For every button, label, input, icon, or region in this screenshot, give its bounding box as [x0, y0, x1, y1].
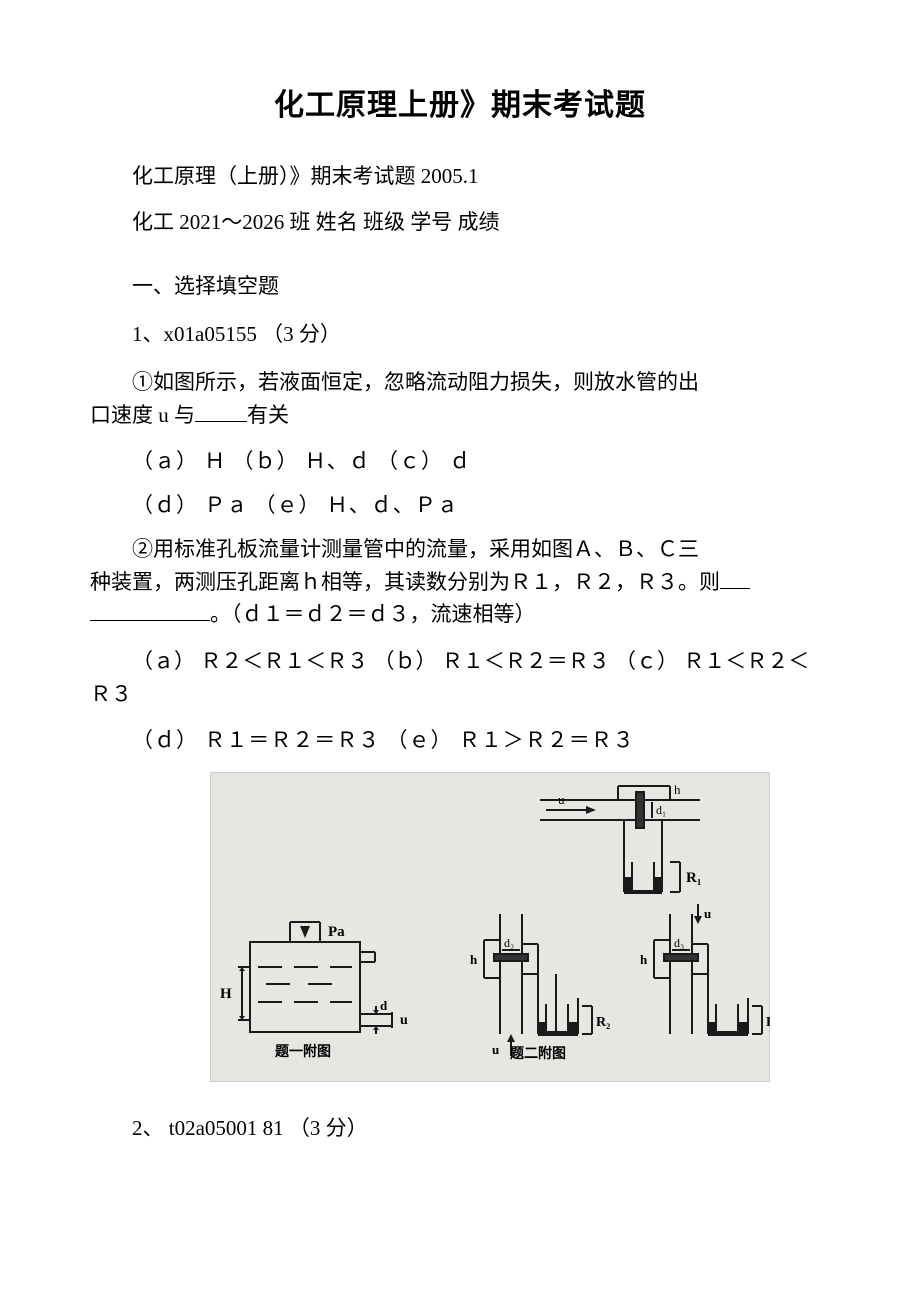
- svg-text:R₃: R₃: [766, 1015, 770, 1030]
- figure-svg: h d₁ u R₁ Pa: [210, 772, 770, 1082]
- q1-number: 1、x01a05155 （3 分）: [90, 318, 830, 348]
- q1-opts-1b: （ｄ） Ｐａ （ｅ） Ｈ、ｄ、Ｐａ: [90, 489, 830, 519]
- q1-p2-c: 。（ｄ１＝ｄ２＝ｄ３，流速相等）: [210, 602, 536, 626]
- svg-text:u: u: [400, 1013, 408, 1028]
- svg-text:H: H: [220, 986, 232, 1002]
- q2-number: 2、 t02a05001 81 （3 分）: [90, 1112, 830, 1142]
- svg-text:d: d: [380, 998, 388, 1013]
- svg-text:u: u: [492, 1042, 499, 1057]
- svg-text:u: u: [704, 906, 711, 921]
- page-title: 化工原理上册》期末考试题: [90, 80, 830, 124]
- q1-figure: h d₁ u R₁ Pa: [210, 772, 770, 1082]
- section-1-header: 一、选择填空题: [90, 270, 830, 300]
- q1-opts-2b: （ｄ） Ｒ１＝Ｒ２＝Ｒ３ （ｅ） Ｒ１＞Ｒ２＝Ｒ３: [90, 724, 830, 754]
- svg-text:题二附图: 题二附图: [510, 1045, 566, 1062]
- svg-text:d₁: d₁: [656, 803, 666, 817]
- meta-line-2: 化工 2021～2026 班 姓名 班级 学号 成绩: [90, 206, 830, 236]
- q1-p2-b: 种装置，两测压孔距离ｈ相等，其读数分别为Ｒ１，Ｒ２，Ｒ３。则: [90, 570, 720, 594]
- svg-text:题一附图: 题一附图: [275, 1043, 331, 1060]
- blank-2a: [720, 566, 750, 589]
- q1-opts-2a: （ａ） Ｒ２＜Ｒ１＜Ｒ３ （ｂ） Ｒ１＜Ｒ２＝Ｒ３ （ｃ） Ｒ１＜Ｒ２＜ Ｒ３: [90, 645, 830, 710]
- svg-text:d₂: d₂: [504, 936, 514, 950]
- svg-text:h: h: [640, 952, 648, 967]
- q1-part2-text: ②用标准孔板流量计测量管中的流量，采用如图Ａ、Ｂ、Ｃ三 种装置，两测压孔距离ｈ相…: [90, 533, 830, 631]
- svg-text:d₃: d₃: [674, 936, 684, 950]
- svg-text:h: h: [674, 782, 681, 797]
- q1-p1-c: 有关: [247, 403, 289, 427]
- svg-text:R₂: R₂: [596, 1015, 610, 1030]
- q1-p2-a: ②用标准孔板流量计测量管中的流量，采用如图Ａ、Ｂ、Ｃ三: [132, 537, 699, 561]
- blank-1: [195, 399, 247, 422]
- q1-o2a-a: （ａ） Ｒ２＜Ｒ１＜Ｒ３ （ｂ） Ｒ１＜Ｒ２＝Ｒ３ （ｃ） Ｒ１＜Ｒ２＜: [132, 649, 809, 673]
- svg-text:u: u: [558, 792, 565, 807]
- svg-text:h: h: [470, 952, 478, 967]
- q1-opts-1a: （ａ） Ｈ （ｂ） Ｈ、ｄ （ｃ） ｄ: [90, 445, 830, 475]
- svg-text:R₁: R₁: [686, 870, 701, 886]
- meta-line-1: 化工原理（上册）》期末考试题 2005.1: [90, 160, 830, 190]
- q1-p1-b: 口速度 u 与: [90, 403, 195, 427]
- q1-part1-text: ①如图所示，若液面恒定，忽略流动阻力损失，则放水管的出 口速度 u 与 有关: [90, 366, 830, 431]
- blank-2b: [90, 598, 210, 621]
- q1-p1-a: ①如图所示，若液面恒定，忽略流动阻力损失，则放水管的出: [132, 370, 699, 394]
- q1-o2a-b: Ｒ３: [90, 682, 132, 706]
- svg-text:Pa: Pa: [328, 924, 345, 940]
